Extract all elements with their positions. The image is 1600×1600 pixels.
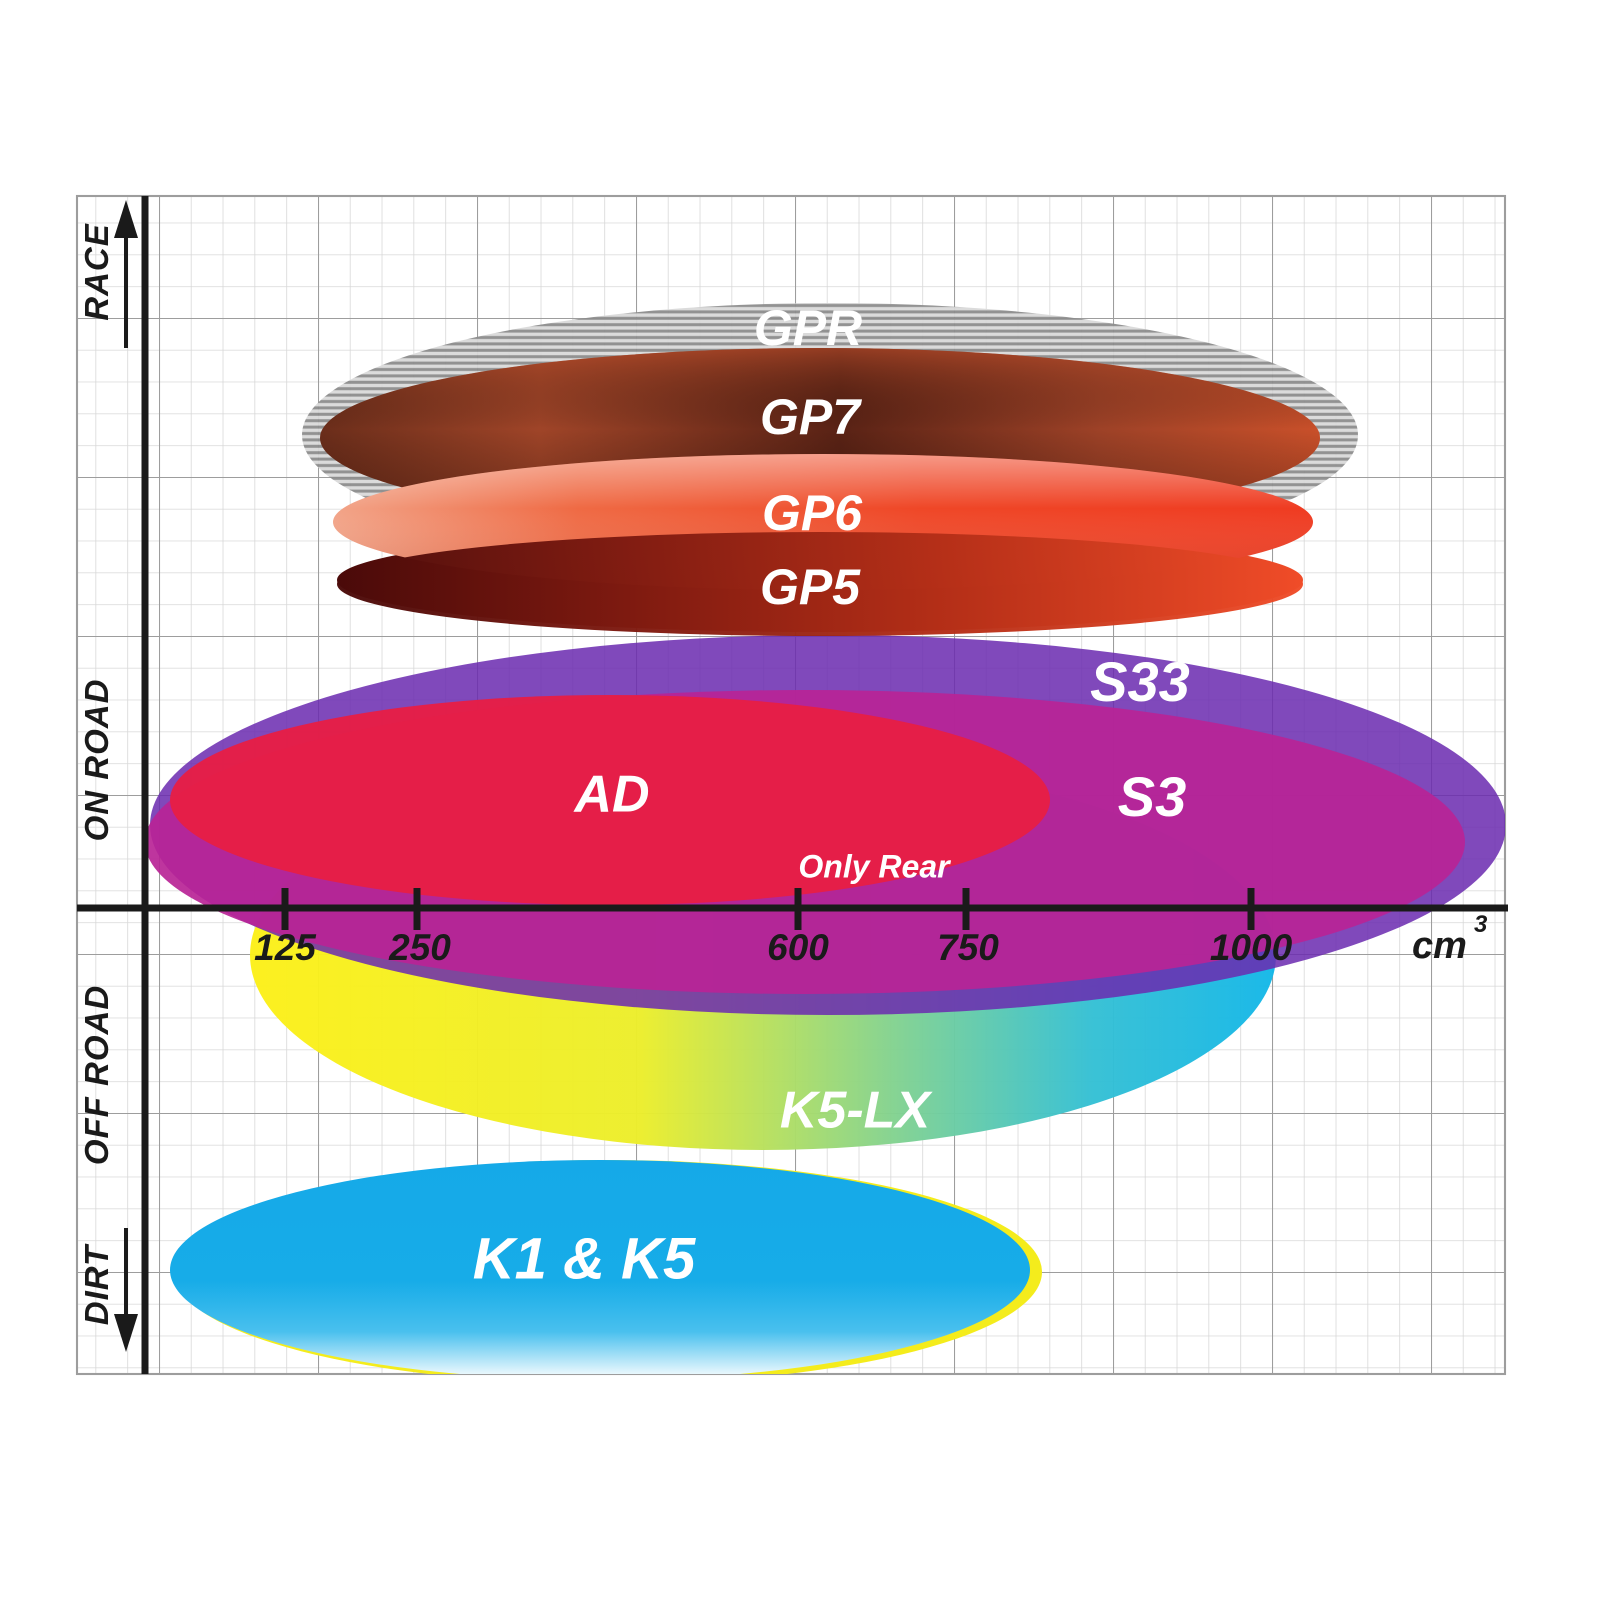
region-label-ad: AD bbox=[572, 766, 649, 824]
x-tick-label-250: 250 bbox=[388, 927, 451, 968]
region-gp5-front bbox=[337, 532, 1303, 636]
region-label-gp7: GP7 bbox=[760, 389, 862, 445]
y-label-dirt: DIRT bbox=[78, 1243, 115, 1325]
y-label-race: RACE bbox=[78, 223, 115, 321]
x-tick-label-125: 125 bbox=[254, 927, 317, 968]
region-label-k1-k5: K1 & K5 bbox=[473, 1226, 696, 1291]
region-label-gp5: GP5 bbox=[760, 559, 861, 615]
x-axis-ticks bbox=[281, 888, 1255, 930]
region-label-gpr: GPR bbox=[754, 300, 862, 356]
region-label-s33: S33 bbox=[1090, 650, 1190, 713]
x-axis-unit-cm: cm bbox=[1412, 925, 1467, 967]
y-label-on-road: ON ROAD bbox=[78, 679, 115, 842]
x-axis-unit-label: cm 3 bbox=[1412, 911, 1488, 967]
y-label-off-road: OFF ROAD bbox=[78, 985, 115, 1165]
region-k1-k5[interactable] bbox=[170, 1160, 1042, 1384]
x-tick-label-600: 600 bbox=[767, 927, 829, 968]
region-label-s3: S3 bbox=[1118, 765, 1187, 828]
dirt-arrow-icon bbox=[114, 1228, 138, 1352]
annotation-only-rear: Only Rear bbox=[798, 848, 951, 884]
x-tick-label-750: 750 bbox=[937, 927, 999, 968]
race-arrow-icon bbox=[114, 200, 138, 348]
region-label-k5-lx: K5-LX bbox=[780, 1082, 934, 1140]
x-tick-label-1000: 1000 bbox=[1210, 927, 1293, 968]
axis-lines bbox=[77, 196, 1508, 1374]
region-label-gp6: GP6 bbox=[762, 485, 863, 541]
region-ad[interactable] bbox=[170, 695, 1050, 905]
x-axis-unit-exponent: 3 bbox=[1474, 911, 1488, 938]
